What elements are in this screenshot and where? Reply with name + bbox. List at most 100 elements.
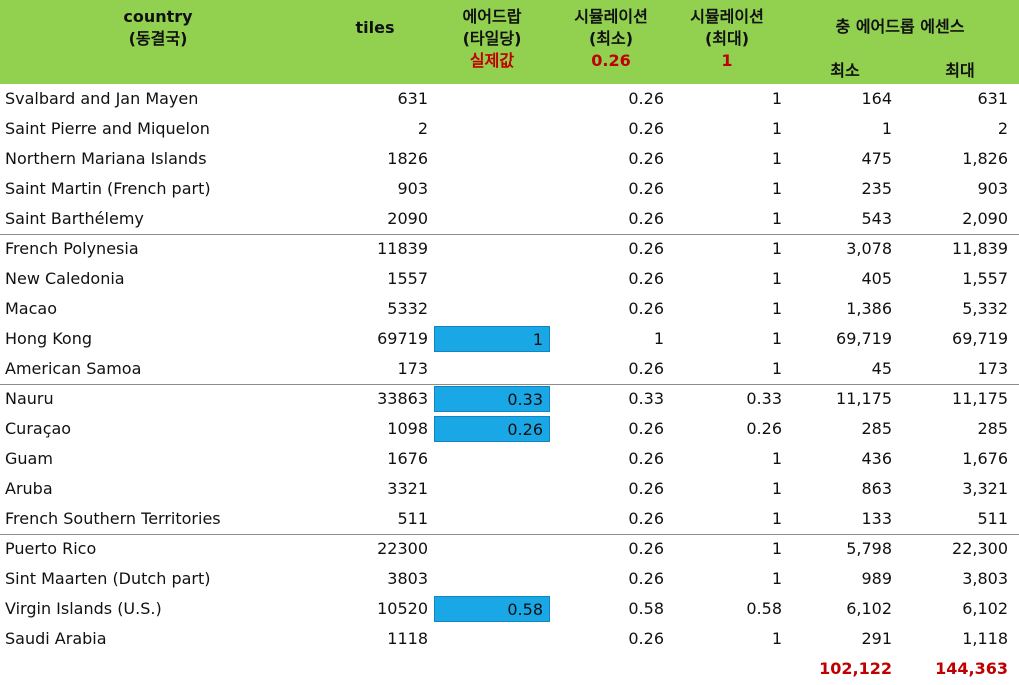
essence-max-cell: 5,332 (962, 299, 1008, 318)
sim-max-cell: 1 (771, 569, 782, 588)
header-sim-max-sub: (최대) (704, 29, 750, 48)
airdrop-cell (434, 176, 550, 202)
table-row: Hong Kong 69719 1 1 1 69,719 69,719 (0, 324, 1019, 354)
table-row: Saint Barthélemy 2090 0.26 1 543 2,090 (0, 204, 1019, 234)
sim-max-cell: 0.58 (746, 599, 782, 618)
essence-min-cell: 133 (861, 509, 892, 528)
tiles-cell: 11839 (377, 239, 428, 258)
essence-min-cell: 3,078 (846, 239, 892, 258)
header-country: country (동결국) (88, 6, 228, 50)
airdrop-cell (434, 506, 550, 532)
sim-max-cell: 1 (771, 539, 782, 558)
header-sim-max-label: 시뮬레이션 (690, 7, 764, 26)
header-country-sub: (동결국) (128, 29, 188, 48)
table-row: French Southern Territories 511 0.26 1 133 51… (0, 504, 1019, 534)
tiles-cell: 3803 (387, 569, 428, 588)
sim-max-cell: 1 (771, 179, 782, 198)
header-sim-min-sub: (최소) (588, 29, 634, 48)
sim-max-cell: 1 (771, 119, 782, 138)
country-cell: Virgin Islands (U.S.) (5, 599, 162, 618)
header-total-title: 충 에어드롭 에센스 (835, 17, 965, 36)
group-divider (0, 534, 1019, 535)
country-cell: Nauru (5, 389, 54, 408)
sim-min-cell: 0.26 (628, 299, 664, 318)
header-drop-note: 실제값 (469, 51, 515, 70)
country-cell: Saudi Arabia (5, 629, 107, 648)
airdrop-cell (434, 86, 550, 112)
essence-max-cell: 11,175 (952, 389, 1008, 408)
airdrop-cell (434, 536, 550, 562)
airdrop-cell (434, 296, 550, 322)
sim-min-cell: 0.26 (628, 539, 664, 558)
sim-min-cell: 0.33 (628, 389, 664, 408)
table-row: Curaçao 1098 0.26 0.26 0.26 285 285 (0, 414, 1019, 444)
tiles-cell: 1098 (387, 419, 428, 438)
sim-max-cell: 1 (771, 449, 782, 468)
sim-max-cell: 1 (771, 359, 782, 378)
sim-min-cell: 0.26 (628, 509, 664, 528)
sim-max-cell: 1 (771, 509, 782, 528)
header-total-max: 최대 (945, 61, 975, 80)
sim-min-cell: 0.58 (628, 599, 664, 618)
essence-max-cell: 903 (977, 179, 1008, 198)
airdrop-cell (434, 356, 550, 382)
header-drop-label: 에어드랍 (462, 7, 522, 26)
essence-max-cell: 69,719 (952, 329, 1008, 348)
country-cell: Saint Pierre and Miquelon (5, 119, 210, 138)
essence-max-cell: 1,676 (962, 449, 1008, 468)
sim-max-cell: 0.33 (746, 389, 782, 408)
group-divider (0, 234, 1019, 235)
table-row: Saudi Arabia 1118 0.26 1 291 1,118 (0, 624, 1019, 654)
tiles-cell: 10520 (377, 599, 428, 618)
airdrop-cell: 1 (434, 326, 550, 352)
sim-min-cell: 0.26 (628, 119, 664, 138)
country-cell: Saint Martin (French part) (5, 179, 211, 198)
table-row: New Caledonia 1557 0.26 1 405 1,557 (0, 264, 1019, 294)
airdrop-cell (434, 566, 550, 592)
essence-min-cell: 405 (861, 269, 892, 288)
sim-max-cell: 1 (771, 209, 782, 228)
header-row: country (동결국) tiles 에어드랍 (타일당) 실제값 시뮬레이션… (0, 0, 1019, 84)
country-cell: Guam (5, 449, 53, 468)
sim-max-cell: 1 (771, 479, 782, 498)
header-sim-max-value: 1 (721, 51, 733, 70)
airdrop-cell (434, 446, 550, 472)
essence-min-cell: 164 (861, 89, 892, 108)
essence-max-cell: 1,826 (962, 149, 1008, 168)
tiles-cell: 5332 (387, 299, 428, 318)
airdrop-cell: 0.58 (434, 596, 550, 622)
table-row: Saint Pierre and Miquelon 2 0.26 1 1 2 (0, 114, 1019, 144)
table-row: Aruba 3321 0.26 1 863 3,321 (0, 474, 1019, 504)
country-cell: Saint Barthélemy (5, 209, 144, 228)
tiles-cell: 22300 (377, 539, 428, 558)
sim-max-cell: 1 (771, 89, 782, 108)
tiles-cell: 1557 (387, 269, 428, 288)
essence-max-cell: 511 (977, 509, 1008, 528)
table-row: Guam 1676 0.26 1 436 1,676 (0, 444, 1019, 474)
essence-max-cell: 3,321 (962, 479, 1008, 498)
sim-max-cell: 1 (771, 329, 782, 348)
tiles-cell: 3321 (387, 479, 428, 498)
tiles-cell: 631 (397, 89, 428, 108)
table-row: Northern Mariana Islands 1826 0.26 1 475 1,82… (0, 144, 1019, 174)
header-sim-min-value: 0.26 (591, 51, 631, 70)
total-min: 102,122 (819, 659, 892, 678)
sim-min-cell: 0.26 (628, 359, 664, 378)
essence-max-cell: 3,803 (962, 569, 1008, 588)
table-row: Sint Maarten (Dutch part) 3803 0.26 1 989 3,8… (0, 564, 1019, 594)
sim-min-cell: 0.26 (628, 239, 664, 258)
country-cell: Sint Maarten (Dutch part) (5, 569, 211, 588)
essence-min-cell: 6,102 (846, 599, 892, 618)
essence-min-cell: 291 (861, 629, 892, 648)
airdrop-cell (434, 626, 550, 652)
country-cell: American Samoa (5, 359, 142, 378)
header-sim-min-label: 시뮬레이션 (574, 7, 648, 26)
essence-min-cell: 543 (861, 209, 892, 228)
tiles-cell: 1826 (387, 149, 428, 168)
country-cell: Svalbard and Jan Mayen (5, 89, 199, 108)
essence-max-cell: 2 (997, 119, 1008, 138)
header-drop: 에어드랍 (타일당) 실제값 (430, 6, 554, 72)
sim-min-cell: 0.26 (628, 629, 664, 648)
tiles-cell: 2 (417, 119, 428, 138)
